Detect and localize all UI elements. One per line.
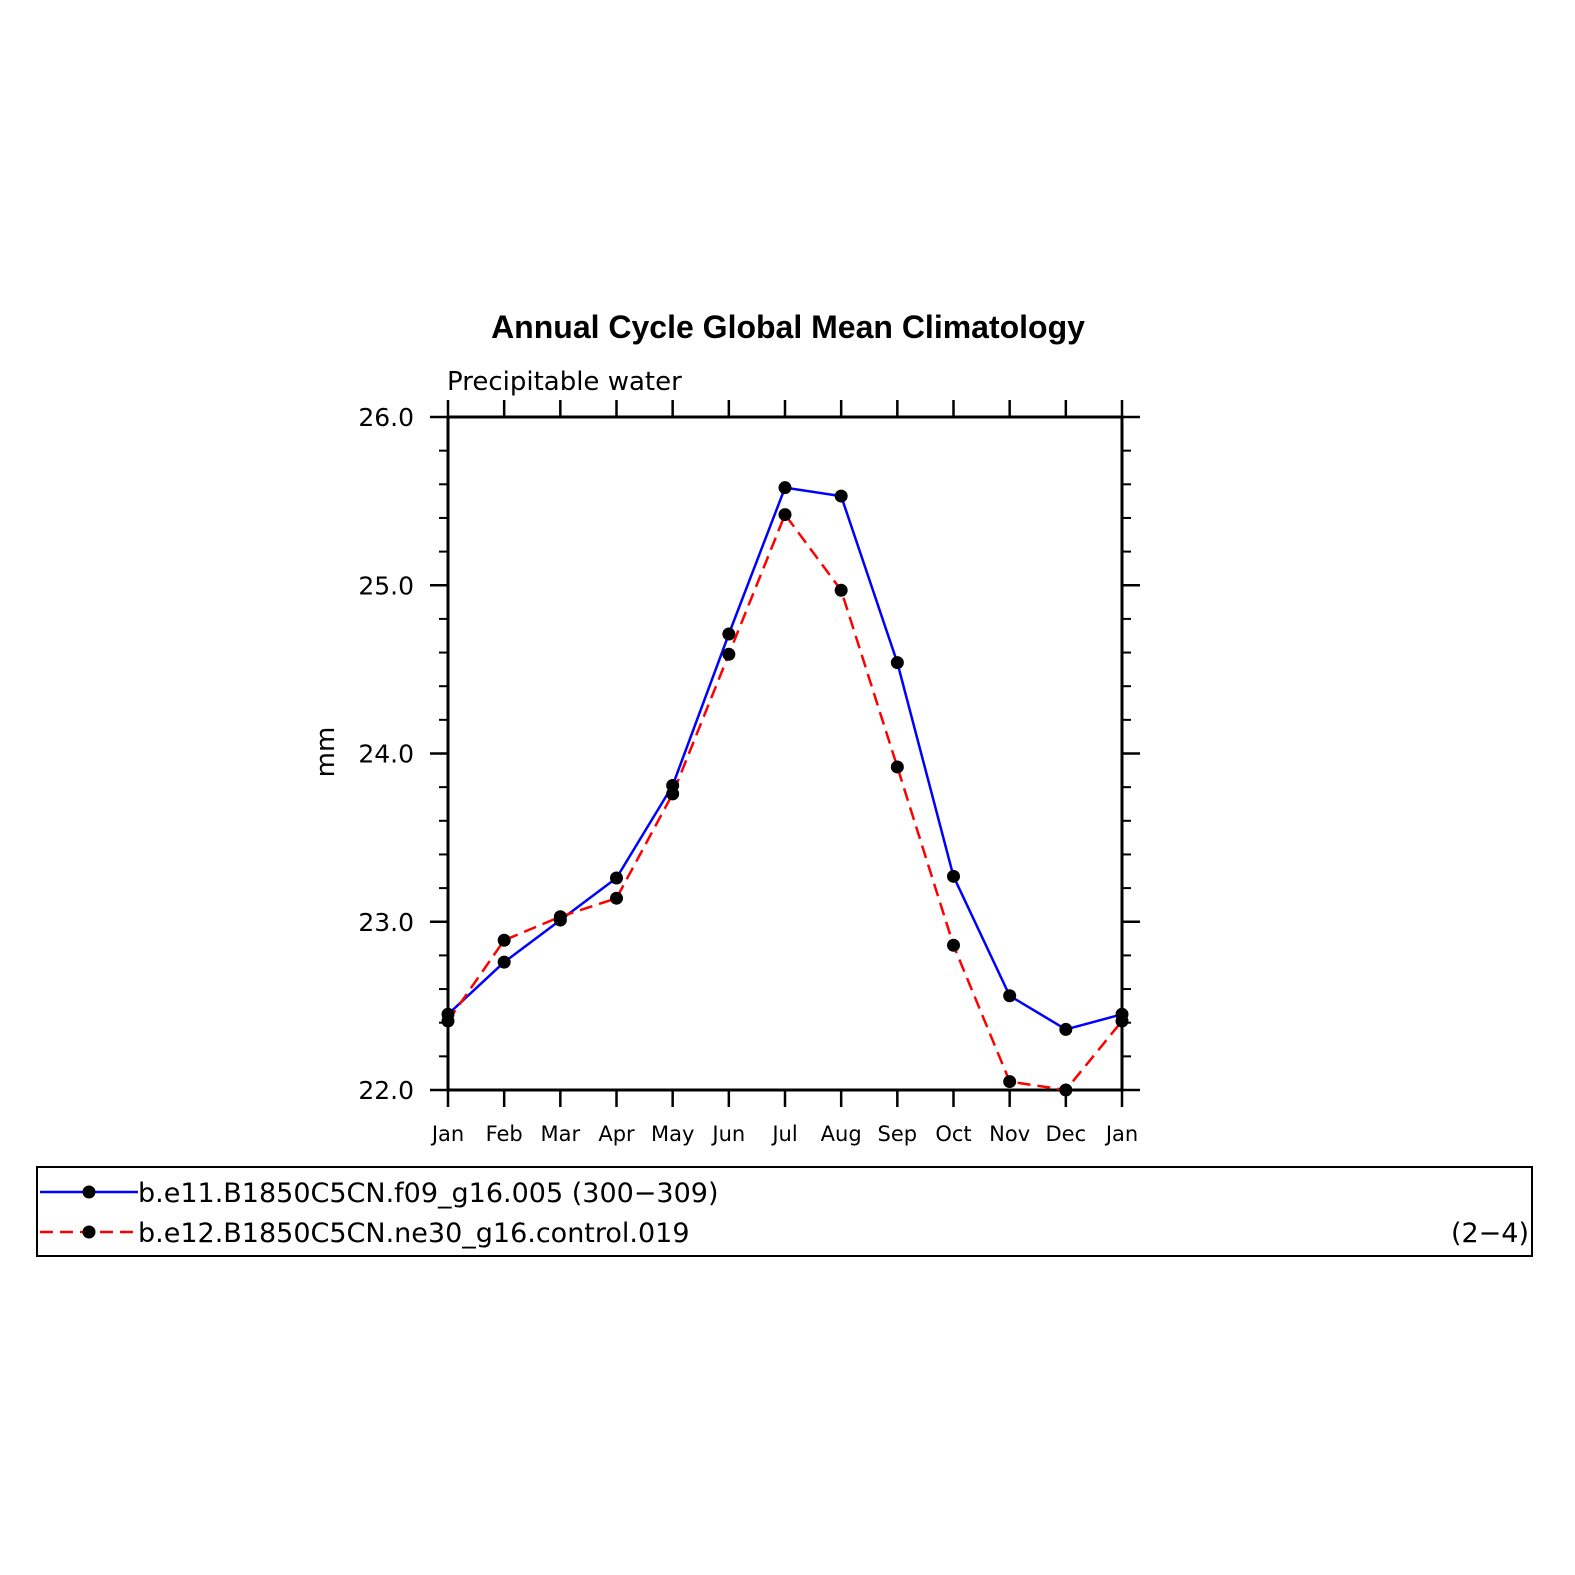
series-2-point xyxy=(553,910,567,924)
legend-label-suffix: (2−4) xyxy=(1451,1218,1529,1249)
series-2-point xyxy=(610,891,623,905)
axis-ticks: Jan Feb Mar Apr May Jun Jul Aug Sep Oct Nov Dec Jan 2… xyxy=(358,400,1140,1146)
legend-swatch-marker xyxy=(82,1225,96,1239)
x-tick-label: Nov xyxy=(989,1122,1030,1146)
series-1-point xyxy=(722,627,736,641)
series-2-point xyxy=(722,647,736,661)
x-tick-label: Jan xyxy=(1104,1122,1138,1146)
series-1-point xyxy=(890,656,904,670)
x-tick-label: Sep xyxy=(878,1122,918,1146)
legend-label: b.e11.B1850C5CN.f09_g16.005 (300−309) xyxy=(138,1178,719,1209)
series-layer xyxy=(441,481,1129,1097)
chart-subtitle: Precipitable water xyxy=(447,367,682,397)
series-2-point xyxy=(666,787,680,801)
x-tick-label: Jun xyxy=(710,1122,745,1146)
legend: b.e11.B1850C5CN.f09_g16.005 (300−309) b.e… xyxy=(36,1166,1533,1257)
y-tick-label: 26.0 xyxy=(358,403,414,432)
series-2-point xyxy=(441,1014,455,1028)
series-1-point xyxy=(834,489,848,503)
series-1-point xyxy=(610,871,623,885)
series-2-point xyxy=(1115,1014,1129,1028)
series-2-point xyxy=(890,760,904,774)
x-tick-label: Oct xyxy=(935,1122,971,1146)
x-tick-label: Jul xyxy=(770,1122,797,1146)
x-tick-label: May xyxy=(651,1122,694,1146)
x-tick-label: Jan xyxy=(430,1122,464,1146)
x-tick-label: Feb xyxy=(486,1122,523,1146)
y-tick-label: 23.0 xyxy=(358,908,414,937)
series-2-point xyxy=(778,508,792,522)
y-tick-label: 22.0 xyxy=(358,1076,414,1105)
x-tick-label: Apr xyxy=(598,1122,635,1146)
y-tick-label: 24.0 xyxy=(358,740,414,769)
series-2-point xyxy=(1003,1075,1017,1089)
series-2-point xyxy=(1059,1083,1073,1097)
series-1-point xyxy=(778,481,792,495)
series-2-point xyxy=(497,933,511,947)
x-tick-label: Dec xyxy=(1046,1122,1087,1146)
legend-swatch-marker xyxy=(82,1185,96,1199)
legend-box xyxy=(36,1166,1533,1257)
series-2-point xyxy=(947,938,960,952)
series-1-point xyxy=(947,869,960,883)
chart-title: Annual Cycle Global Mean Climatology xyxy=(491,309,1085,345)
x-tick-label: Aug xyxy=(821,1122,862,1146)
y-tick-label: 25.0 xyxy=(358,571,414,600)
y-axis-label: mm xyxy=(311,727,341,778)
legend-label: b.e12.B1850C5CN.ne30_g16.control.019 xyxy=(138,1218,690,1249)
series-1-point xyxy=(1003,989,1017,1003)
series-1-point xyxy=(1059,1022,1073,1036)
x-tick-label: Mar xyxy=(541,1122,581,1146)
series-line-1 xyxy=(447,486,1123,1031)
series-2-point xyxy=(834,583,848,597)
series-1-point xyxy=(497,955,511,969)
